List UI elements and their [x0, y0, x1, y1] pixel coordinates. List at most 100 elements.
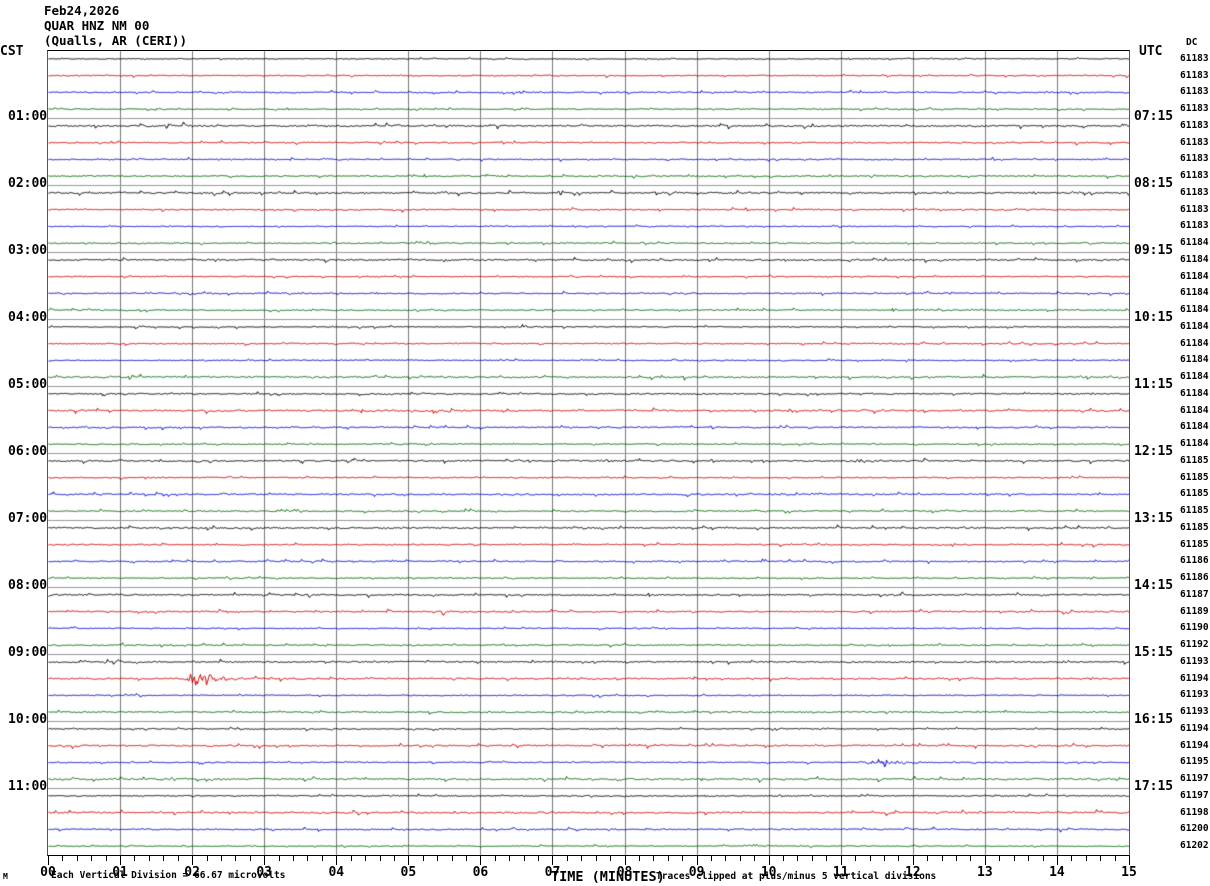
clip-note: Traces clipped at plus/minus 5 vertical … [656, 871, 937, 882]
seismic-traces [48, 51, 1129, 855]
x-tick-minor [1114, 856, 1116, 861]
x-tick-minor [62, 856, 64, 861]
helicorder-plot[interactable] [47, 50, 1130, 856]
left-time-label: 02:00 [8, 176, 48, 191]
x-tick-major [552, 856, 554, 865]
x-tick-major [336, 856, 338, 865]
x-tick-minor [379, 856, 381, 861]
x-tick-minor [163, 856, 165, 861]
x-tick-minor [1042, 856, 1044, 861]
x-tick-minor [682, 856, 684, 861]
dc-value: 61197 [1180, 789, 1209, 801]
dc-value: 61183 [1180, 69, 1209, 81]
x-tick-label: 13 [977, 865, 993, 880]
right-time-label: 16:15 [1134, 712, 1174, 727]
dc-value: 61183 [1180, 153, 1209, 165]
dc-value: 61194 [1180, 739, 1209, 751]
x-tick-major [192, 856, 194, 865]
x-tick-minor [811, 856, 813, 861]
x-tick-minor [725, 856, 727, 861]
dc-value: 61183 [1180, 52, 1209, 64]
x-tick-major [264, 856, 266, 865]
x-tick-label: 03 [256, 865, 273, 880]
dc-value: 61192 [1180, 639, 1209, 651]
right-time-label: 08:15 [1134, 176, 1174, 191]
right-time-label: 07:15 [1134, 109, 1174, 124]
x-tick-label: 05 [400, 865, 417, 880]
dc-value: 61185 [1180, 454, 1209, 466]
x-axis-title: TIME (MINUTES) [551, 869, 665, 885]
dc-value: 61185 [1180, 488, 1209, 500]
left-time-label: 10:00 [8, 712, 48, 727]
dc-value: 61198 [1180, 806, 1209, 818]
left-time-label: 01:00 [8, 109, 48, 124]
corner-mark: M [3, 872, 8, 881]
header-location: (Qualls, AR (CERI)) [44, 33, 187, 48]
right-time-label: 14:15 [1134, 578, 1174, 593]
x-tick-major [768, 856, 770, 865]
chart-header: Feb24,2026 QUAR HNZ NM 00 (Qualls, AR (C… [44, 3, 187, 48]
x-tick-minor [927, 856, 929, 861]
x-tick-minor [494, 856, 496, 861]
dc-value: 61184 [1180, 404, 1209, 416]
dc-value: 61183 [1180, 170, 1209, 182]
x-tick-label: 12 [904, 865, 921, 880]
x-tick-minor [783, 856, 785, 861]
right-time-label: 11:15 [1134, 377, 1174, 392]
x-tick-label: 10 [760, 865, 777, 880]
x-tick-minor [220, 856, 222, 861]
x-tick-major [696, 856, 698, 865]
dc-value: 61186 [1180, 572, 1209, 584]
x-axis: 00 01 02 03 04 05 06 07 08 09 10 11 12 13 14 15 [40, 856, 1137, 880]
x-tick-minor [293, 856, 295, 861]
x-tick-minor [278, 856, 280, 861]
right-time-label: 13:15 [1134, 511, 1174, 526]
x-tick-label: 01 [112, 865, 128, 880]
left-timezone-label: CST [0, 44, 24, 59]
x-tick-minor [711, 856, 712, 861]
x-tick-minor [1028, 856, 1030, 861]
dc-value: 61197 [1180, 773, 1209, 785]
x-tick-minor [307, 856, 309, 861]
x-tick-minor [999, 856, 1001, 861]
x-tick-minor [148, 856, 150, 861]
dc-value: 61200 [1180, 823, 1209, 835]
x-tick-minor [1085, 856, 1087, 861]
x-tick-minor [365, 856, 367, 861]
x-tick-label: 02 [184, 865, 200, 880]
right-time-label: 10:15 [1134, 310, 1174, 325]
left-time-label: 11:00 [8, 779, 48, 794]
header-station: QUAR HNZ NM 00 [44, 18, 150, 33]
x-tick-label: 00 [40, 865, 56, 880]
x-tick-minor [134, 856, 136, 861]
x-tick-minor [869, 856, 871, 861]
x-tick-minor [321, 856, 323, 861]
x-tick-minor [1100, 856, 1102, 861]
dc-value: 61184 [1180, 421, 1209, 433]
left-time-label: 03:00 [8, 243, 48, 258]
x-tick-minor [610, 856, 612, 861]
x-tick-minor [91, 856, 93, 861]
x-tick-major [480, 856, 482, 865]
dc-column-header: DC [1186, 37, 1198, 48]
x-tick-label: 06 [472, 865, 489, 880]
x-tick-major [48, 856, 49, 865]
dc-value: 61185 [1180, 538, 1209, 550]
x-tick-label: 07 [544, 865, 561, 880]
x-tick-minor [350, 856, 352, 861]
dc-value: 61185 [1180, 471, 1209, 483]
dc-value: 61184 [1180, 371, 1209, 383]
dc-value: 61184 [1180, 253, 1209, 265]
left-time-label: 08:00 [8, 578, 48, 593]
x-tick-minor [538, 856, 540, 861]
x-tick-label: 08 [616, 865, 633, 880]
dc-value: 61183 [1180, 119, 1209, 131]
dc-value: 61187 [1180, 588, 1209, 600]
x-tick-minor [595, 856, 597, 861]
dc-value: 61202 [1180, 840, 1209, 852]
x-tick-major [984, 856, 986, 865]
x-tick-major [408, 856, 410, 865]
dc-value: 61183 [1180, 103, 1209, 115]
dc-value: 61184 [1180, 387, 1209, 399]
x-tick-minor [667, 856, 669, 861]
